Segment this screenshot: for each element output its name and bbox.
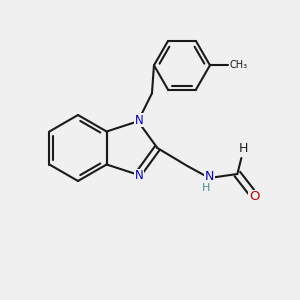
- Text: N: N: [135, 114, 143, 127]
- Text: N: N: [135, 169, 143, 182]
- Text: CH₃: CH₃: [230, 60, 248, 70]
- Text: H: H: [239, 142, 248, 155]
- Text: O: O: [249, 190, 260, 203]
- Text: N: N: [205, 169, 214, 182]
- Text: H: H: [202, 183, 211, 193]
